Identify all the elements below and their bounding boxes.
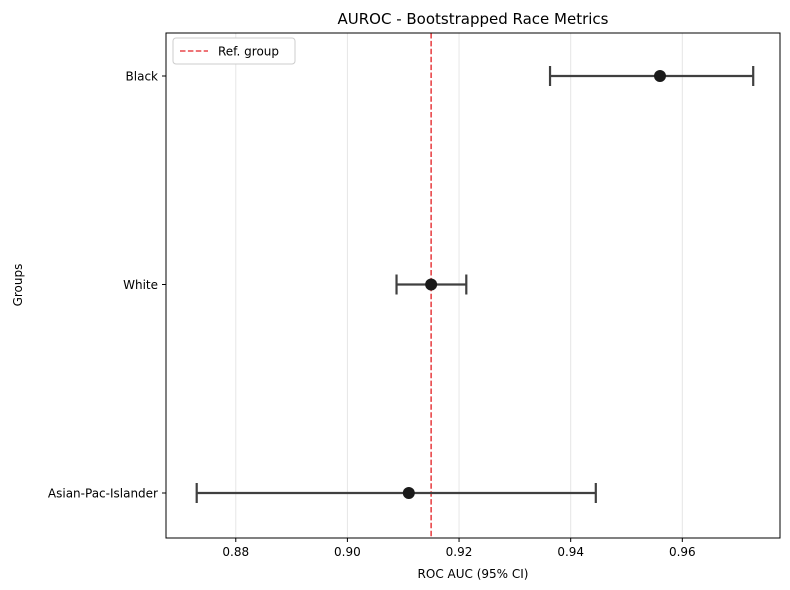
plot-frame bbox=[165, 32, 781, 539]
x-axis-label: ROC AUC (95% CI) bbox=[418, 567, 529, 581]
data-layer bbox=[195, 66, 755, 503]
x-axis: 0.88 0.90 0.92 0.94 0.96 bbox=[222, 538, 696, 559]
x-tick-label: 0.88 bbox=[222, 545, 249, 559]
y-axis: Black White Asian-Pac-Islander bbox=[48, 70, 166, 501]
x-tick-label: 0.90 bbox=[334, 545, 361, 559]
legend-label-ref-group: Ref. group bbox=[218, 45, 279, 59]
y-tick-label: Black bbox=[126, 70, 159, 84]
y-tick-label: Asian-Pac-Islander bbox=[48, 487, 158, 501]
y-tick-label: White bbox=[123, 278, 158, 292]
legend: Ref. group bbox=[172, 37, 296, 65]
legend-box bbox=[172, 37, 296, 65]
point-marker bbox=[402, 487, 415, 499]
y-axis-label: Groups bbox=[11, 264, 25, 307]
x-tick-label: 0.96 bbox=[669, 545, 696, 559]
chart-title: AUROC - Bootstrapped Race Metrics bbox=[337, 10, 608, 28]
point-marker bbox=[425, 278, 438, 291]
x-tick-label: 0.92 bbox=[446, 545, 473, 559]
x-tick-label: 0.94 bbox=[557, 545, 584, 559]
point-marker bbox=[653, 70, 666, 82]
